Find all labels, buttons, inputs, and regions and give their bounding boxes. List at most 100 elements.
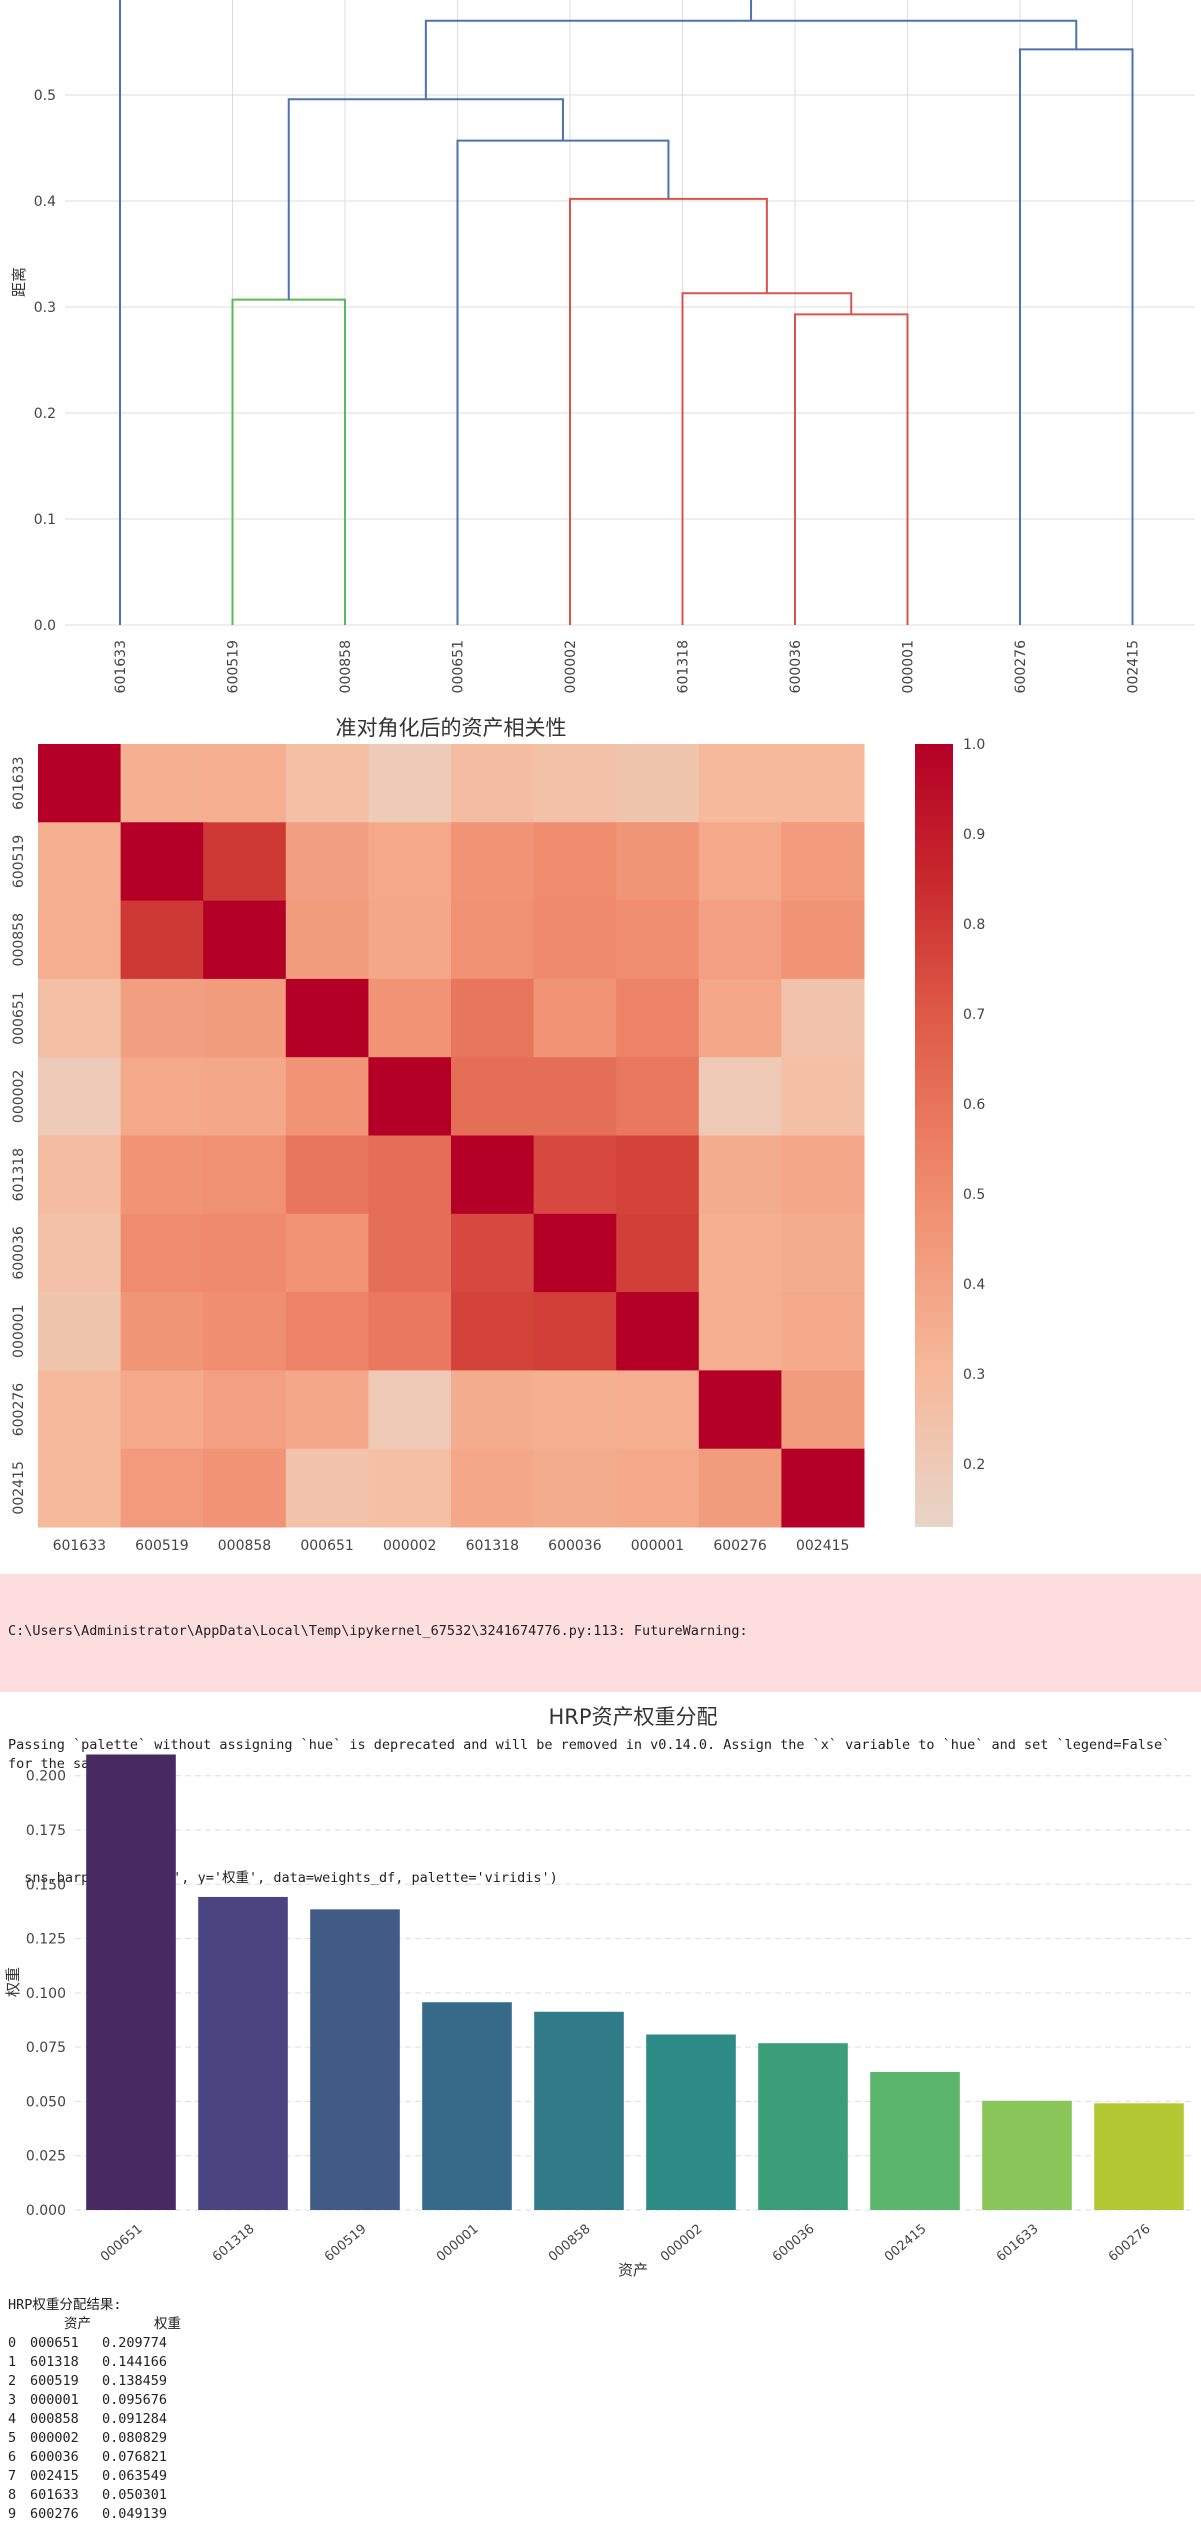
heatmap-cell-6-8 xyxy=(698,1213,782,1293)
heatmap-cell-0-7 xyxy=(616,744,700,823)
row-asset: 601318 xyxy=(30,2354,79,2370)
heatmap-cell-7-6 xyxy=(533,1292,617,1371)
result-table: HRP权重分配结果: 资产 权重 0 000651 0.209774 1 601318 0.… xyxy=(8,2296,181,2524)
bar-ytick-3: 0.075 xyxy=(26,2040,66,2056)
correlation-heatmap: 准对角化后的资产相关性 601633 601633 600519 600519 00085… xyxy=(11,716,985,1554)
heatmap-cell-8-3 xyxy=(285,1370,369,1450)
colorbar-tick-1: 0.9 xyxy=(963,827,985,843)
colorbar-tick-6: 0.4 xyxy=(963,1277,985,1293)
row-asset: 000651 xyxy=(30,2335,79,2351)
heatmap-cell-1-8 xyxy=(698,822,782,902)
dendro-link-5 xyxy=(287,98,564,300)
heatmap-ylabel-600519: 600519 xyxy=(11,835,27,888)
heatmap-cell-1-9 xyxy=(781,822,865,902)
table-row: 2 600519 0.138459 xyxy=(8,2372,181,2391)
heatmap-cell-4-1 xyxy=(120,1057,204,1136)
row-index: 0 xyxy=(8,2335,17,2351)
heatmap-cell-9-1 xyxy=(120,1448,204,1528)
row-asset: 000001 xyxy=(30,2392,79,2408)
header-asset: 资产 xyxy=(64,2316,91,2332)
colorbar xyxy=(915,744,953,1527)
table-row: 9 600276 0.049139 xyxy=(8,2505,181,2524)
heatmap-cell-0-4 xyxy=(368,744,452,823)
heatmap-xlabel-601318: 601318 xyxy=(466,1538,519,1554)
colorbar-tick-4: 0.6 xyxy=(963,1097,985,1113)
heatmap-cell-6-2 xyxy=(203,1213,287,1293)
heatmap-cell-2-5 xyxy=(451,900,535,980)
heatmap-cell-4-3 xyxy=(285,1057,369,1136)
row-weight: 0.080829 xyxy=(102,2430,168,2446)
header-weight: 权重 xyxy=(154,2316,181,2332)
dendro-link-2 xyxy=(231,298,346,625)
dendro-leaf-601633: 601633 xyxy=(113,640,129,693)
table-row: 1 601318 0.144166 xyxy=(8,2353,181,2372)
warning-line-3: sns.barplot(x='资产', y='权重', data=weights… xyxy=(8,1870,558,1886)
heatmap-cell-7-0 xyxy=(38,1292,122,1371)
row-weight: 0.050301 xyxy=(102,2487,168,2503)
heatmap-ylabel-600276: 600276 xyxy=(11,1383,27,1437)
heatmap-cell-3-9 xyxy=(781,978,865,1058)
bar-xtick-600036: 600036 xyxy=(770,2222,818,2265)
row-weight: 0.076821 xyxy=(102,2449,168,2465)
bar-000001 xyxy=(422,2002,512,2210)
heatmap-cell-7-4 xyxy=(368,1292,452,1371)
colorbar-tick-3: 0.7 xyxy=(963,1007,985,1023)
heatmap-cell-6-4 xyxy=(368,1213,452,1293)
heatmap-cell-7-7 xyxy=(616,1292,700,1371)
heatmap-xlabel-600276: 600276 xyxy=(713,1538,767,1554)
row-index: 7 xyxy=(8,2468,17,2484)
row-index: 9 xyxy=(8,2506,17,2522)
row-asset: 600276 xyxy=(30,2506,79,2522)
colorbar-tick-7: 0.3 xyxy=(963,1367,985,1383)
dendro-ytick-5: 0.5 xyxy=(34,88,56,104)
heatmap-cell-1-2 xyxy=(203,822,287,902)
heatmap-cell-5-1 xyxy=(120,1135,204,1215)
heatmap-cell-7-9 xyxy=(781,1292,865,1371)
heatmap-cell-0-5 xyxy=(451,744,535,823)
table-row: 7 002415 0.063549 xyxy=(8,2467,181,2486)
hrp-weight-bar-chart: HRP资产权重分配 0.000 0.025 0.050 0.075 0.100 0.125 0… xyxy=(4,1705,1195,2279)
bar-xtick-000858: 000858 xyxy=(546,2222,594,2265)
dendro-leaf-002415: 002415 xyxy=(1126,640,1142,693)
heatmap-cell-5-2 xyxy=(203,1135,287,1215)
heatmap-cell-1-4 xyxy=(368,822,452,902)
heatmap-cell-2-1 xyxy=(120,900,204,980)
heatmap-cell-2-2 xyxy=(203,900,287,980)
heatmap-xlabel-000858: 000858 xyxy=(218,1538,271,1554)
heatmap-cell-7-8 xyxy=(698,1292,782,1371)
dendro-leaf-000001: 000001 xyxy=(901,640,917,693)
heatmap-cell-1-5 xyxy=(451,822,535,902)
row-weight: 0.209774 xyxy=(102,2335,168,2351)
heatmap-ylabel-000858: 000858 xyxy=(11,913,27,966)
row-index: 1 xyxy=(8,2354,17,2370)
row-index: 8 xyxy=(8,2487,17,2503)
bar-ylabel: 权重 xyxy=(4,1967,22,1997)
heatmap-cell-8-8 xyxy=(698,1370,782,1450)
bar-xtick-000002: 000002 xyxy=(658,2222,706,2265)
heatmap-cell-9-0 xyxy=(38,1448,122,1528)
heatmap-xlabel-600519: 600519 xyxy=(135,1538,188,1554)
heatmap-cell-6-1 xyxy=(120,1213,204,1293)
colorbar-tick-2: 0.8 xyxy=(963,917,985,933)
heatmap-cell-5-8 xyxy=(698,1135,782,1215)
bar-title: HRP资产权重分配 xyxy=(548,1705,717,1729)
bar-000651 xyxy=(86,1754,176,2210)
heatmap-cell-0-6 xyxy=(533,744,617,823)
bar-xlabel: 资产 xyxy=(618,2261,648,2279)
heatmap-cell-9-4 xyxy=(368,1448,452,1528)
heatmap-cell-1-6 xyxy=(533,822,617,902)
heatmap-cell-4-6 xyxy=(533,1057,617,1136)
heatmap-cell-8-9 xyxy=(781,1370,865,1450)
heatmap-cell-2-7 xyxy=(616,900,700,980)
row-weight: 0.095676 xyxy=(102,2392,168,2408)
heatmap-ylabel-601633: 601633 xyxy=(11,756,27,809)
heatmap-xlabel-601633: 601633 xyxy=(53,1538,106,1554)
heatmap-cell-3-0 xyxy=(38,978,122,1058)
heatmap-cell-9-8 xyxy=(698,1448,782,1528)
heatmap-cell-2-3 xyxy=(285,900,369,980)
heatmap-cell-0-3 xyxy=(285,744,369,823)
heatmap-ylabel-601318: 601318 xyxy=(11,1148,27,1201)
future-warning-output: C:\Users\Administrator\AppData\Local\Tem… xyxy=(0,1574,1201,1886)
heatmap-cell-2-8 xyxy=(698,900,782,980)
bar-xtick-601318: 601318 xyxy=(210,2222,258,2265)
